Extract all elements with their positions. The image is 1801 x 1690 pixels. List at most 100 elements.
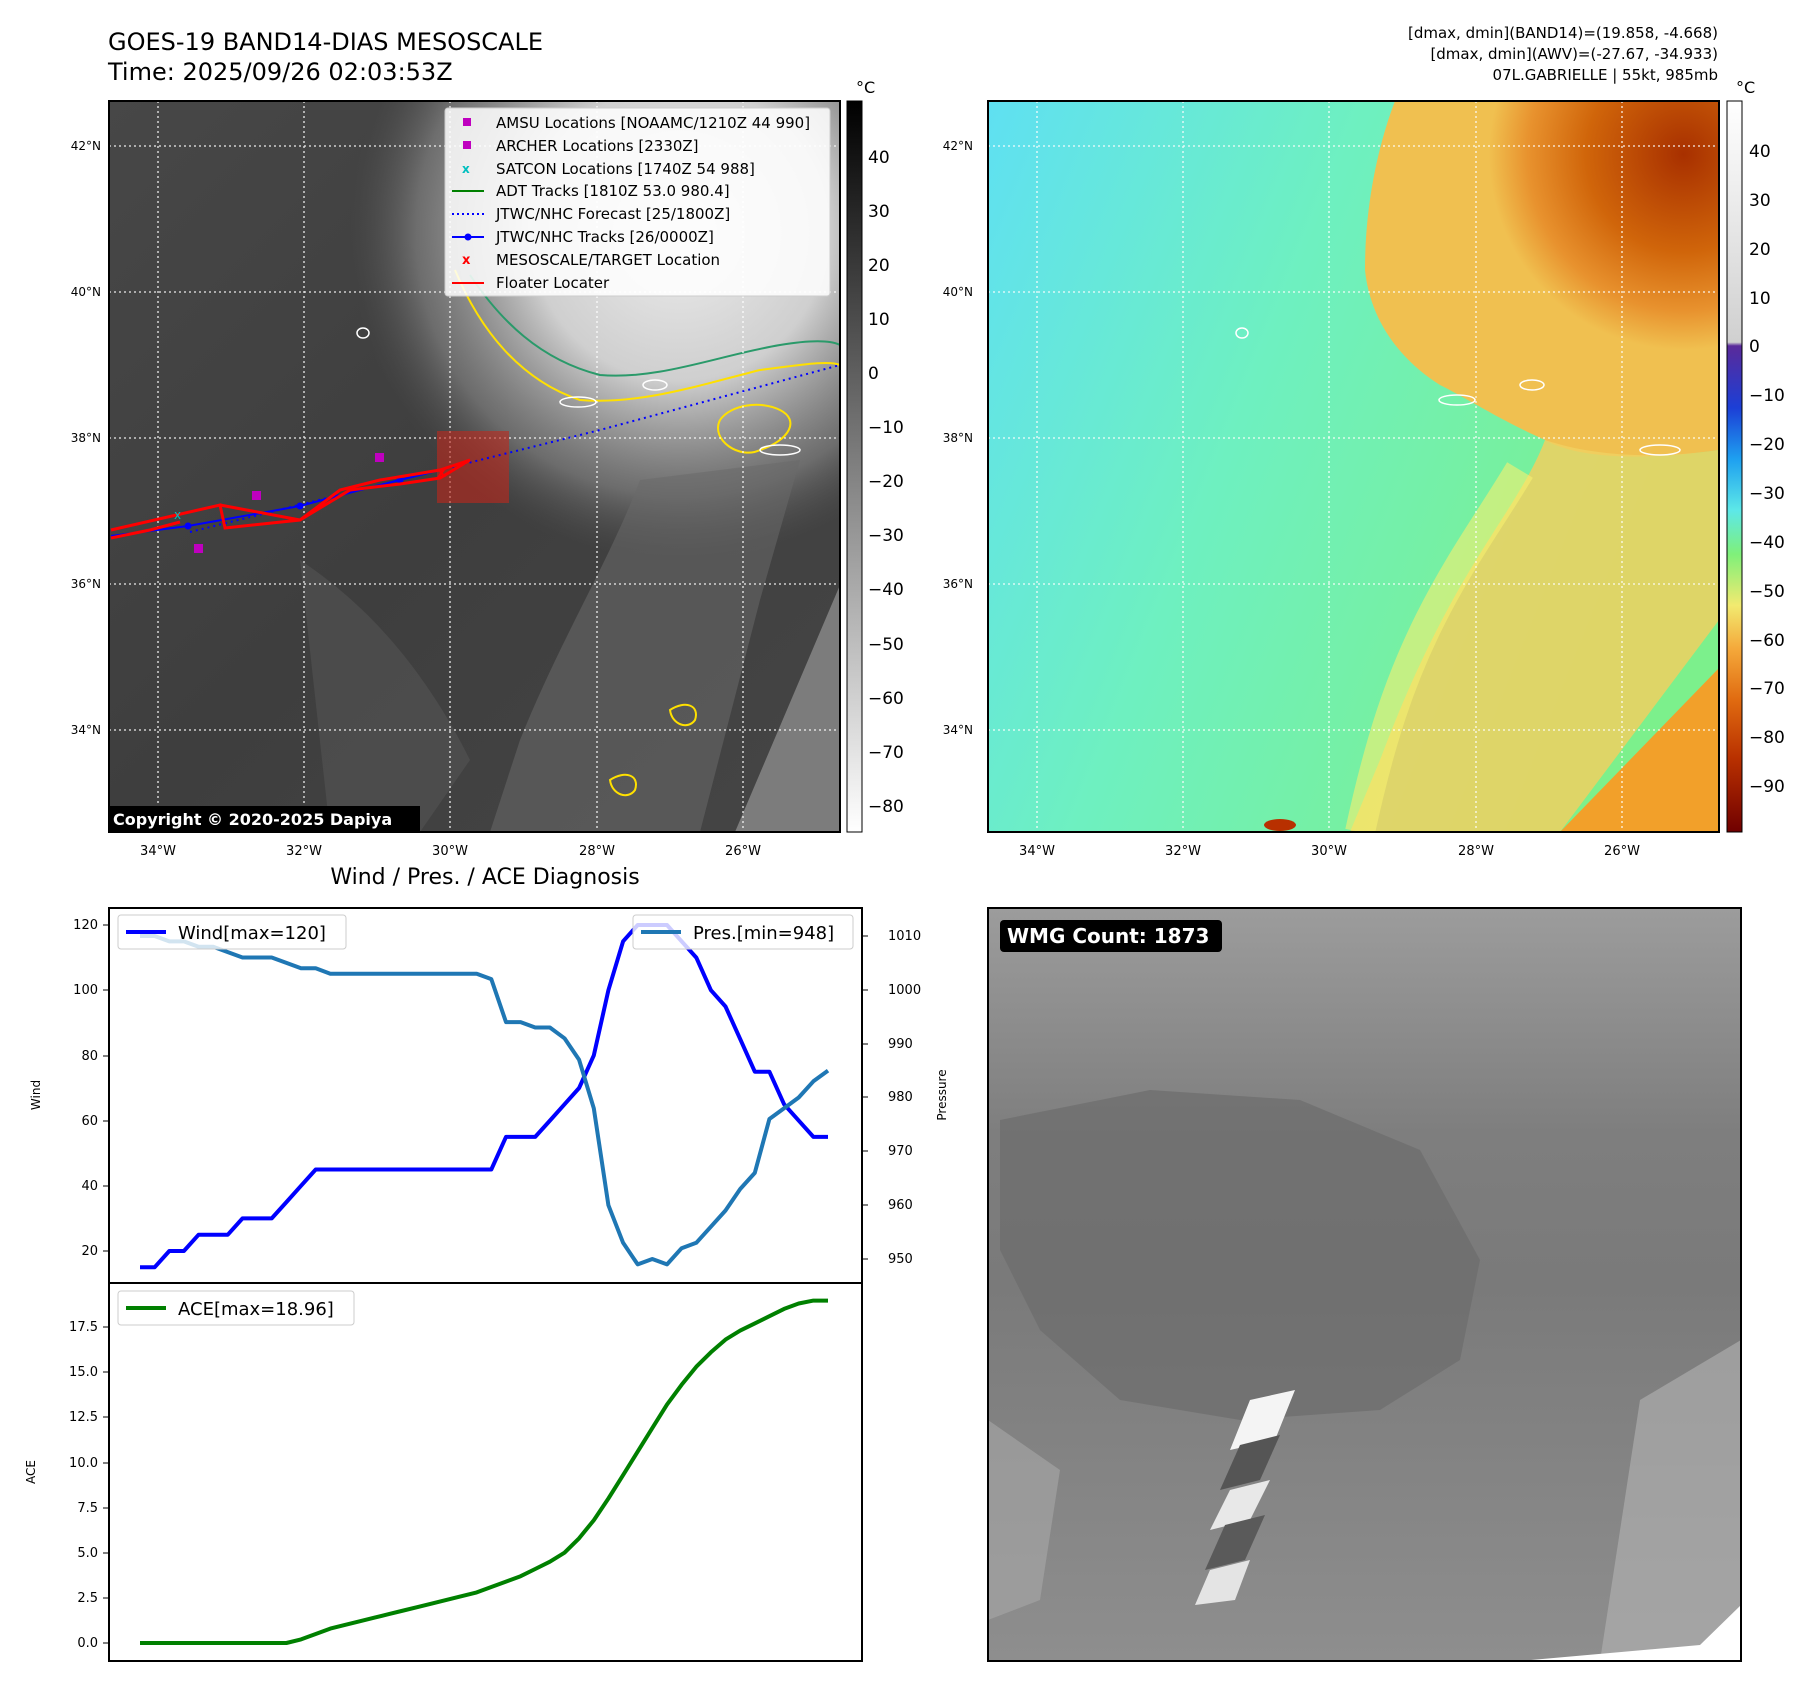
lat-label: 42°N	[71, 139, 101, 153]
wind-tick-label: 40	[81, 1179, 98, 1194]
ace-tick-label: 10.0	[69, 1456, 98, 1471]
colorbar-tick: −70	[868, 743, 904, 763]
figure-title-line1: GOES-19 BAND14-DIAS MESOSCALE	[108, 28, 543, 56]
wind-tick-label: 120	[73, 918, 98, 933]
colorbar-right-unit: °C	[1736, 78, 1755, 97]
island-outline	[1235, 327, 1249, 339]
jtwc-track-point	[184, 522, 192, 530]
colorbar-tick: 10	[868, 310, 890, 330]
pressure-legend: Pres.[min=948]	[632, 914, 854, 950]
ir-frame	[108, 100, 841, 833]
colorbar-left-gradient	[846, 100, 863, 833]
wind-legend-label: Wind[max=120]	[178, 923, 326, 944]
colorbar-tick: −60	[868, 689, 904, 709]
ir-cloud-band-2	[300, 560, 470, 832]
ir-contour-yellow-4	[668, 703, 697, 727]
ir-cloud-band	[490, 460, 800, 832]
color-map-panel: 42°N 40°N 38°N 36°N 34°N 34°W 32°W 30°W …	[943, 100, 1720, 859]
legend-archer-swatch	[463, 141, 471, 149]
lat-label: 34°N	[71, 723, 101, 737]
wmg-frame	[987, 907, 1742, 1662]
ir-lon-labels: 34°W 32°W 30°W 28°W 26°W	[140, 844, 761, 859]
ir-nodata-corner	[735, 585, 840, 832]
ace-tick-label: 17.5	[69, 1320, 98, 1335]
color-nodata-corner	[1560, 668, 1719, 832]
floater-locater-line	[110, 458, 471, 532]
legend-target-swatch: x	[462, 253, 471, 268]
color-frame	[987, 100, 1720, 833]
pressure-tick-label: 1010	[888, 929, 921, 944]
color-lat-labels: 42°N 40°N 38°N 36°N 34°N	[943, 139, 973, 737]
pressure-tick-label: 950	[888, 1252, 913, 1267]
colorbar-tick: 30	[868, 202, 890, 222]
colorbar-tick: −80	[868, 797, 904, 817]
pressure-axis-label: Pressure	[935, 1069, 949, 1120]
lat-label: 42°N	[943, 139, 973, 153]
ir-contour-yellow	[454, 269, 840, 402]
lat-label: 40°N	[71, 285, 101, 299]
wind-tick-label: 60	[81, 1114, 98, 1129]
target-marker: x	[437, 465, 446, 481]
ir-lat-labels: 42°N 40°N 38°N 36°N 34°N	[71, 139, 101, 737]
legend-amsu-swatch	[463, 118, 471, 126]
wmg-warm-spot-dark	[1220, 1435, 1280, 1490]
ace-axis-label: ACE	[24, 1460, 38, 1484]
diagnosis-panel: Wind / Pres. / ACE Diagnosis Wind Pressu…	[24, 865, 949, 1662]
ir-contour-yellow-3	[608, 773, 637, 797]
colorbar-tick: −10	[1749, 386, 1785, 406]
island-outline	[1438, 394, 1476, 406]
ace-tick-label: 5.0	[77, 1546, 98, 1561]
wmg-count-badge	[1000, 920, 1222, 952]
diagnosis-title: Wind / Pres. / ACE Diagnosis	[330, 865, 639, 890]
colorbar-tick: −10	[868, 418, 904, 438]
legend-frame	[444, 107, 831, 297]
colorbar-tick: −90	[1749, 777, 1785, 797]
ace-tick-label: 2.5	[77, 1591, 98, 1606]
legend-satcon-label: SATCON Locations [1740Z 54 988]	[496, 160, 755, 178]
wind-pres-axes	[108, 907, 863, 1284]
colorbar-tick: 40	[1749, 142, 1771, 162]
legend-satcon-swatch: x	[462, 162, 470, 176]
pressure-tick-label: 990	[888, 1037, 913, 1052]
ir-contour-green	[469, 274, 840, 377]
colorbar-tick: −40	[868, 580, 904, 600]
colorbar-right-ticks: 40 30 20 10 0 −10 −20 −30 −40 −50 −60 −7…	[1749, 142, 1785, 797]
legend-adt-label: ADT Tracks [1810Z 53.0 980.4]	[496, 182, 730, 200]
wind-legend-frame	[117, 914, 347, 950]
island-outline	[759, 444, 801, 456]
ace-legend-label: ACE[max=18.96]	[178, 1299, 334, 1320]
color-cloud-band	[1350, 440, 1719, 832]
lon-label: 34°W	[140, 844, 176, 859]
lat-label: 34°N	[943, 723, 973, 737]
lon-label: 30°W	[1311, 844, 1347, 859]
wmg-light-edge-right	[1600, 1340, 1741, 1661]
floater-locater-line	[110, 520, 181, 540]
colorbar-tick: 40	[868, 148, 890, 168]
wmg-light-edge-left	[988, 1420, 1060, 1620]
colorbar-tick: −60	[1749, 631, 1785, 651]
copyright-text: Copyright © 2020-2025 Dapiya	[113, 810, 392, 829]
wmg-nodata-corner	[1520, 1605, 1741, 1661]
legend-floater-label: Floater Locater	[496, 274, 610, 292]
wmg-count-label: WMG Count: 1873	[1007, 924, 1209, 948]
colorbar-tick: 20	[1749, 240, 1771, 260]
island-outline	[559, 396, 597, 408]
color-cold-spot	[1264, 819, 1296, 831]
lon-label: 32°W	[286, 844, 322, 859]
pressure-tick-label: 960	[888, 1198, 913, 1213]
legend-tracks-label: JTWC/NHC Tracks [26/0000Z]	[495, 228, 714, 246]
colorbar-tick: −50	[1749, 582, 1785, 602]
colorbar-tick: 20	[868, 256, 890, 276]
copyright-background	[109, 806, 420, 832]
amsu-marker	[375, 453, 384, 462]
colorbar-tick: −20	[868, 472, 904, 492]
colorbar-tick: −80	[1749, 728, 1785, 748]
lon-label: 28°W	[1458, 844, 1494, 859]
lon-label: 32°W	[1165, 844, 1201, 859]
wmg-warm-spot-bright	[1195, 1560, 1250, 1605]
lat-label: 40°N	[943, 285, 973, 299]
archer-marker	[252, 491, 261, 500]
lon-label: 26°W	[1604, 844, 1640, 859]
lat-label: 36°N	[71, 577, 101, 591]
